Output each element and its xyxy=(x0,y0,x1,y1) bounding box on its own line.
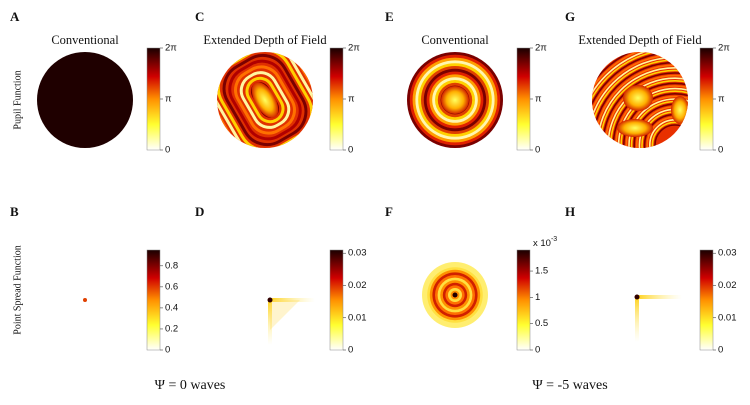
psf-image xyxy=(83,298,87,302)
tail xyxy=(637,295,682,299)
colorbar xyxy=(146,47,161,151)
peak xyxy=(634,294,640,300)
ring xyxy=(625,95,688,148)
tick-label: 0.03 xyxy=(718,248,737,259)
panel-title: Conventional xyxy=(51,33,119,47)
center xyxy=(452,292,458,298)
colorbar xyxy=(699,249,714,351)
ring xyxy=(228,59,302,141)
tick-label: 2π xyxy=(165,43,177,54)
ring xyxy=(651,121,688,148)
tick-label: 0 xyxy=(718,345,723,356)
blob xyxy=(671,96,688,124)
panel-label: C xyxy=(195,9,204,24)
tail xyxy=(270,300,300,330)
tail xyxy=(635,297,639,342)
caption: Ψ = 0 waves xyxy=(155,378,226,393)
ring xyxy=(222,53,308,147)
psf-image xyxy=(267,297,315,345)
colorbar xyxy=(329,47,344,151)
multiplier: x 10-3 xyxy=(533,236,557,249)
ring xyxy=(234,65,296,135)
tick-label: 2π xyxy=(535,43,547,54)
tick-label: 0.03 xyxy=(348,248,367,259)
pupil-image xyxy=(37,52,133,148)
peak xyxy=(267,297,273,303)
panel-label: B xyxy=(10,204,19,219)
tick-label: 0.2 xyxy=(165,323,178,334)
blob xyxy=(623,85,653,111)
tick-label: 2π xyxy=(718,43,730,54)
tick-label: 0.02 xyxy=(718,280,737,291)
psf-image xyxy=(634,294,682,342)
colorbar xyxy=(516,249,531,351)
tick-label: π xyxy=(348,94,355,105)
center xyxy=(441,86,469,114)
colorbar xyxy=(516,47,531,151)
panel-label: F xyxy=(385,204,393,219)
tick-label: π xyxy=(165,94,172,105)
tick-label: 0.5 xyxy=(535,318,548,329)
row-label: Pupil Function xyxy=(12,70,23,129)
ring xyxy=(654,124,688,148)
ring xyxy=(239,71,291,129)
blob xyxy=(617,119,653,137)
tick-label: 0 xyxy=(165,345,170,356)
colorbar xyxy=(146,249,161,351)
tick-label: 0 xyxy=(348,345,353,356)
tail xyxy=(268,300,272,345)
center xyxy=(251,81,279,119)
ring xyxy=(217,52,313,148)
colorbar xyxy=(699,47,714,151)
panel-title: Extended Depth of Field xyxy=(203,33,327,47)
ring xyxy=(622,93,688,148)
panel-label: D xyxy=(195,204,204,219)
tick-label: 1.5 xyxy=(535,266,548,277)
tick-label: 0.6 xyxy=(165,281,178,292)
multiplier-base: x 10 xyxy=(533,238,551,249)
colorbar xyxy=(329,249,344,351)
panel-label: E xyxy=(385,9,394,24)
tick-label: 0.4 xyxy=(165,302,178,313)
tick-label: 0 xyxy=(348,145,353,156)
panel-title: Extended Depth of Field xyxy=(578,33,702,47)
ring xyxy=(217,52,313,148)
caption: Ψ = -5 waves xyxy=(532,378,607,393)
row-label: Point Spread Function xyxy=(12,245,23,334)
tick-label: 0 xyxy=(165,145,170,156)
panel-label: H xyxy=(565,204,575,219)
tick-label: π xyxy=(535,94,542,105)
tick-label: 1 xyxy=(535,292,540,303)
tick-label: 0.01 xyxy=(348,312,367,323)
tick-label: 0.01 xyxy=(718,312,737,323)
ring xyxy=(245,76,285,124)
multiplier-exponent: -3 xyxy=(551,236,557,243)
panel-label: G xyxy=(565,9,575,24)
tick-label: 0.02 xyxy=(348,280,367,291)
tick-label: π xyxy=(718,94,725,105)
tail xyxy=(270,298,315,302)
tick-label: 2π xyxy=(348,43,360,54)
panel-label: A xyxy=(10,9,20,24)
tick-label: 0 xyxy=(535,345,540,356)
panel-title: Conventional xyxy=(421,33,489,47)
tick-label: 0.8 xyxy=(165,260,178,271)
tick-label: 0 xyxy=(718,145,723,156)
tick-label: 0 xyxy=(535,145,540,156)
